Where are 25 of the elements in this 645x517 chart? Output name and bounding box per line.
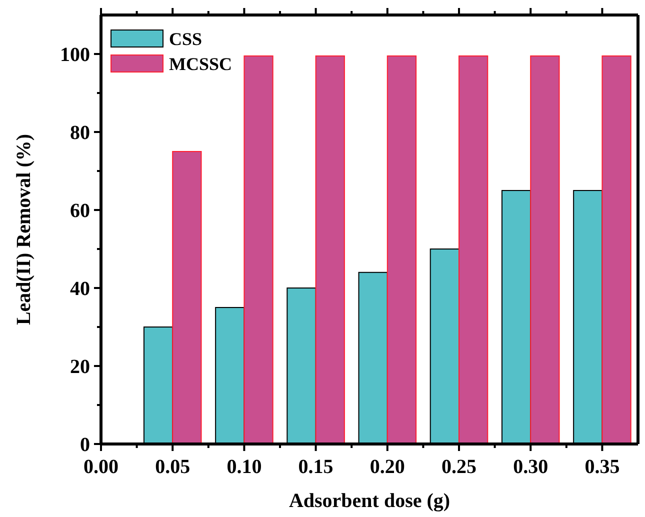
x-tick-label: 0.20	[370, 456, 405, 478]
y-tick-label: 0	[80, 434, 90, 456]
y-tick-label: 80	[70, 122, 90, 144]
y-tick-label: 40	[70, 278, 90, 300]
bar	[315, 55, 345, 444]
x-tick-label: 0.25	[442, 456, 476, 478]
legend-label: MCSSC	[169, 54, 232, 74]
x-axis-title: Adsorbent dose (g)	[288, 490, 450, 512]
bar	[172, 151, 202, 444]
x-tick-label: 0.00	[84, 456, 118, 478]
bar	[386, 55, 417, 444]
y-tick-label: 20	[70, 356, 90, 378]
x-tick-label: 0.05	[155, 456, 190, 478]
bar	[458, 55, 488, 444]
bar	[530, 55, 560, 444]
x-tick-label: 0.30	[513, 456, 548, 478]
y-tick-label: 60	[70, 200, 90, 222]
x-tick-label: 0.15	[298, 456, 334, 478]
y-axis-title: Lead(II) Removal (%)	[13, 134, 35, 326]
x-tick-label: 0.10	[226, 456, 262, 478]
x-tick-label: 0.35	[584, 456, 620, 478]
y-tick-label: 100	[60, 44, 90, 66]
bar	[602, 55, 632, 444]
bar	[244, 55, 274, 444]
legend-label: CSS	[169, 29, 202, 49]
